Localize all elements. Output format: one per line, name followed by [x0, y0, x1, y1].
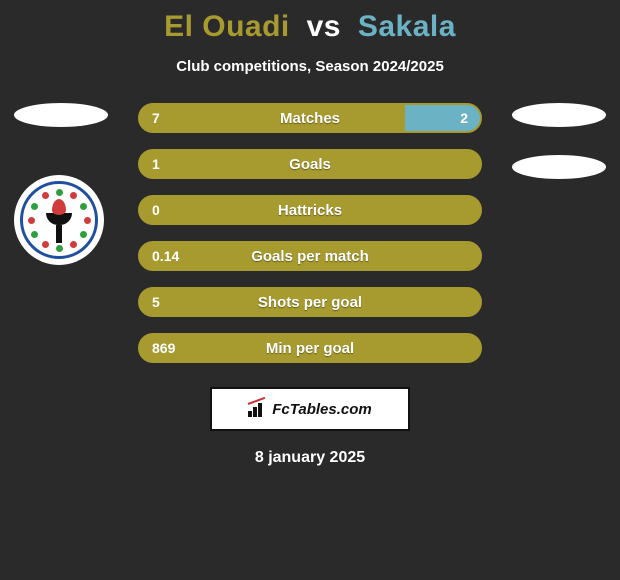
player2-flag-placeholder [512, 103, 606, 127]
player1-flag-placeholder [14, 103, 108, 127]
stat-row: 0.14Goals per match [138, 241, 482, 271]
stat-row: 5Shots per goal [138, 287, 482, 317]
stat-bar-left [140, 105, 405, 131]
stat-bar-left [140, 243, 480, 269]
badge-dot [80, 203, 87, 210]
vs-text: vs [307, 10, 341, 43]
stat-bar-left [140, 151, 480, 177]
brand-text: FcTables.com [272, 401, 371, 418]
snapshot-date: 8 january 2025 [0, 449, 620, 467]
badge-dot [56, 189, 63, 196]
comparison-title: El Ouadi vs Sakala [0, 0, 620, 44]
badge-dot [56, 245, 63, 252]
player2-club-placeholder [512, 155, 606, 179]
stat-bar-left [140, 335, 480, 361]
stat-row: 869Min per goal [138, 333, 482, 363]
stat-bar-left [140, 197, 480, 223]
player1-club-badge [14, 175, 104, 265]
stat-row: 72Matches [138, 103, 482, 133]
badge-torch-icon [46, 197, 72, 243]
stat-row: 1Goals [138, 149, 482, 179]
stats-area: 72Matches 1Goals 0Hattricks 0.14Goals per m… [0, 103, 620, 383]
badge-dot [28, 217, 35, 224]
stat-bar-right [405, 105, 480, 131]
player1-name: El Ouadi [164, 10, 290, 43]
badge-dot [31, 231, 38, 238]
stat-bar-left [140, 289, 480, 315]
stat-bars: 72Matches 1Goals 0Hattricks 0.14Goals per m… [138, 103, 482, 379]
brand-logo: FcTables.com [210, 387, 410, 431]
player2-name: Sakala [358, 10, 456, 43]
subtitle: Club competitions, Season 2024/2025 [0, 58, 620, 75]
stat-row: 0Hattricks [138, 195, 482, 225]
badge-dot [80, 231, 87, 238]
chart-icon [248, 401, 266, 417]
badge-dot [84, 217, 91, 224]
badge-dot [31, 203, 38, 210]
